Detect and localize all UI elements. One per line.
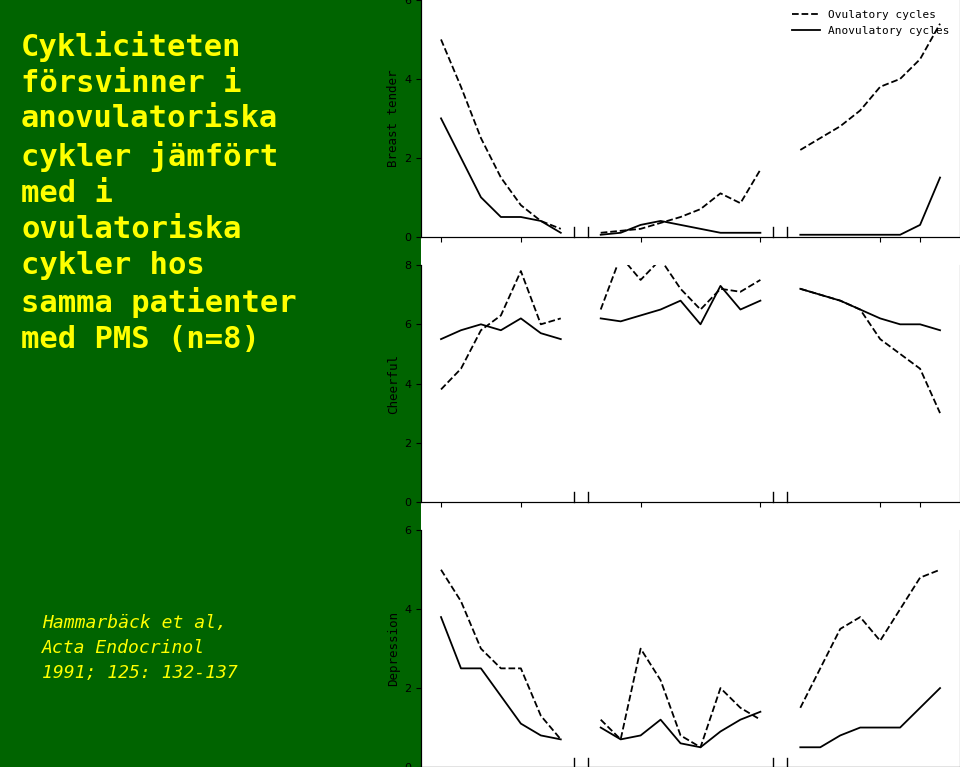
Y-axis label: Depression: Depression bbox=[387, 611, 400, 686]
Legend: Ovulatory cycles, Anovulatory cycles: Ovulatory cycles, Anovulatory cycles bbox=[787, 5, 954, 40]
Text: Hammarbäck et al,
Acta Endocrinol
1991; 125: 132-137: Hammarbäck et al, Acta Endocrinol 1991; … bbox=[42, 614, 238, 682]
Y-axis label: Cheerful: Cheerful bbox=[387, 354, 400, 413]
Y-axis label: Breast tender: Breast tender bbox=[387, 70, 400, 167]
Text: Cykliciteten
försvinner i
anovulatoriska
cykler jämfört
med i
ovulatoriska
cykle: Cykliciteten försvinner i anovulatoriska… bbox=[21, 31, 297, 354]
